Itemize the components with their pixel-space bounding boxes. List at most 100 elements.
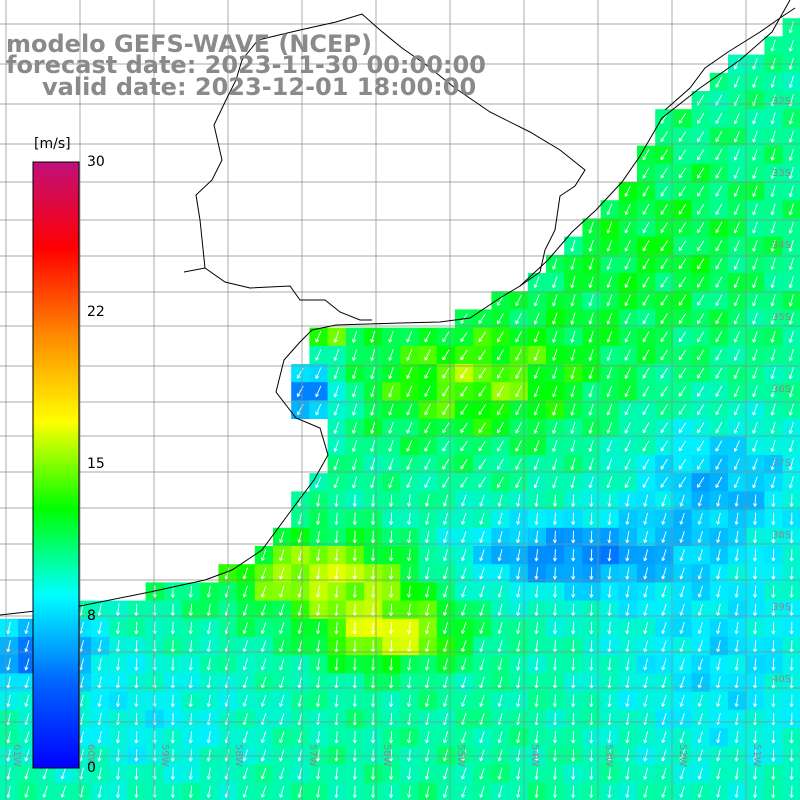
- wind-arrow: [660, 294, 668, 306]
- wind-arrow: [370, 549, 376, 562]
- wind-arrow: [589, 567, 594, 580]
- wind-arrow: [334, 767, 339, 780]
- wind-arrow: [370, 603, 376, 616]
- wind-arrow: [589, 767, 594, 780]
- wind-arrow: [643, 785, 649, 798]
- wind-arrow: [789, 621, 794, 635]
- wind-arrow: [443, 658, 449, 671]
- wind-arrow: [424, 749, 430, 762]
- wind-arrow: [534, 749, 539, 762]
- wind-arrow: [352, 530, 357, 544]
- wind-arrow: [660, 185, 668, 197]
- wind-arrow: [442, 476, 450, 488]
- wind-arrow: [661, 494, 667, 507]
- wind-arrow: [752, 167, 758, 179]
- wind-arrow: [716, 767, 721, 780]
- wind-arrow: [624, 203, 631, 216]
- wind-arrow: [315, 603, 321, 616]
- wind-arrow: [479, 640, 485, 653]
- wind-arrow: [697, 549, 703, 562]
- wind-arrow: [697, 531, 703, 543]
- wind-arrow: [697, 349, 705, 361]
- wind-arrow: [188, 785, 193, 798]
- wind-arrow: [752, 185, 758, 198]
- wind-arrow: [534, 530, 539, 544]
- wind-arrow: [679, 494, 685, 507]
- wind-arrow: [115, 749, 120, 762]
- wind-arrow: [370, 621, 376, 635]
- wind-arrow: [716, 530, 721, 543]
- wind-arrow: [643, 767, 649, 780]
- wind-arrow: [370, 585, 376, 598]
- wind-arrow: [770, 148, 776, 161]
- wind-arrow: [334, 785, 339, 798]
- wind-arrow: [279, 531, 285, 543]
- wind-arrow: [770, 239, 776, 252]
- wind-arrow: [733, 331, 740, 343]
- wind-arrow: [24, 749, 30, 762]
- wind-arrow: [97, 640, 102, 653]
- wind-arrow: [788, 239, 794, 252]
- wind-arrow: [770, 312, 776, 325]
- wind-arrow: [733, 440, 740, 452]
- wind-arrow: [570, 458, 576, 471]
- wind-arrow: [733, 312, 740, 325]
- wind-arrow: [315, 403, 322, 416]
- wind-arrow: [370, 658, 376, 671]
- wind-arrow: [679, 767, 685, 780]
- wind-arrow: [589, 603, 594, 616]
- wind-arrow: [716, 658, 721, 671]
- wind-arrow: [388, 421, 394, 434]
- wind-arrow: [497, 349, 504, 361]
- wind-arrow: [552, 330, 558, 343]
- wind-arrow: [588, 458, 594, 471]
- wind-arrow: [188, 749, 193, 762]
- wind-arrow: [607, 549, 612, 562]
- wind-arrow: [370, 731, 376, 744]
- wind-arrow: [606, 294, 613, 307]
- wind-arrow: [333, 476, 340, 489]
- wind-arrow: [716, 694, 721, 707]
- wind-arrow: [388, 603, 394, 616]
- wind-arrow: [443, 621, 449, 635]
- wind-arrow: [460, 440, 468, 452]
- title-valid-date: valid date: 2023-12-01 18:00:00: [42, 73, 476, 101]
- wind-arrow: [533, 294, 540, 307]
- wind-arrow: [570, 439, 576, 453]
- wind-arrow: [588, 239, 594, 252]
- wind-arrow: [752, 130, 758, 143]
- wind-arrow: [24, 640, 30, 653]
- wind-arrow: [478, 404, 486, 415]
- wind-arrow: [697, 240, 705, 252]
- wind-arrow: [678, 113, 687, 124]
- wind-arrow: [643, 494, 649, 507]
- wind-arrow: [678, 276, 687, 288]
- wind-arrow: [571, 640, 576, 653]
- wind-arrow: [424, 567, 430, 580]
- wind-arrow: [443, 640, 449, 653]
- wind-arrow: [370, 567, 376, 580]
- wind-arrow: [624, 312, 631, 325]
- wind-arrow: [660, 440, 668, 452]
- wind-arrow: [534, 512, 539, 525]
- wind-arrow: [134, 621, 139, 635]
- wind-arrow: [697, 512, 703, 525]
- wind-arrow: [589, 749, 594, 762]
- wind-arrow: [679, 585, 685, 598]
- lat-label: 36S: [772, 384, 791, 395]
- wind-arrow: [515, 458, 522, 470]
- wind-arrow: [479, 694, 485, 707]
- wind-arrow: [642, 331, 650, 343]
- wind-arrow: [570, 421, 576, 434]
- wind-arrow: [260, 658, 267, 671]
- wind-arrow: [351, 367, 358, 380]
- wind-arrow: [42, 767, 48, 780]
- wind-arrow: [460, 477, 468, 488]
- wind-arrow: [206, 694, 211, 707]
- wind-arrow: [733, 112, 740, 125]
- wind-arrow: [660, 349, 668, 361]
- wind-arrow: [406, 458, 413, 470]
- wind-arrow: [589, 694, 594, 707]
- wind-arrow: [752, 312, 758, 325]
